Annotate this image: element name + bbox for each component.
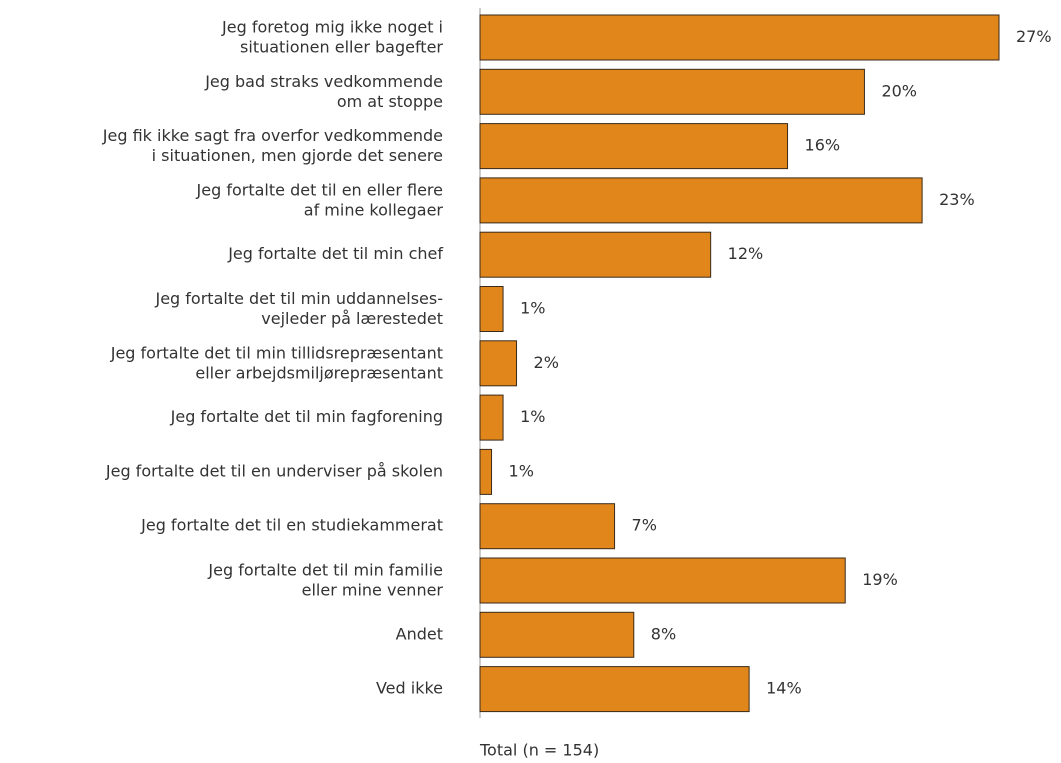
category-label: Jeg fik ikke sagt fra overfor vedkommend… [102, 126, 443, 165]
category-label: Jeg fortalte det til min uddannelses-vej… [154, 289, 443, 328]
value-label: 7% [632, 516, 657, 535]
category-label: Jeg fortalte det til en eller flere af mi… [196, 180, 444, 219]
bar [479, 394, 504, 441]
bar [479, 231, 712, 278]
value-label: 2% [534, 353, 559, 372]
bar [479, 557, 846, 604]
category-label: Jeg fortalte det til min tillidsrepræsen… [110, 343, 443, 382]
category-label: Jeg fortalte det til min familie eller mi… [207, 560, 443, 599]
value-label: 8% [651, 624, 676, 643]
value-label: 1% [520, 407, 545, 426]
value-label: 1% [520, 299, 545, 318]
value-label: 14% [766, 679, 802, 698]
category-label: Jeg fortalte det til en underviser på sk… [105, 461, 443, 480]
bar [479, 503, 616, 550]
category-label: Jeg fortalte det til min fagforening [170, 407, 443, 426]
value-label: 12% [728, 244, 764, 263]
bar [479, 666, 750, 713]
bar [479, 177, 923, 224]
bar [479, 14, 1000, 61]
category-label: Jeg foretog mig ikke noget i situationen … [221, 17, 443, 56]
bar [479, 611, 635, 658]
bar [479, 286, 504, 332]
x-axis-label: Total (n = 154) [479, 741, 599, 760]
value-label: 1% [509, 461, 534, 480]
category-label: Andet [396, 624, 443, 643]
value-label: 20% [881, 81, 917, 100]
category-label: Jeg bad straks vedkommende om at stoppe [204, 71, 443, 110]
value-label: 19% [862, 570, 898, 589]
bar [479, 448, 493, 495]
value-label: 27% [1016, 27, 1052, 46]
value-label: 23% [939, 190, 975, 209]
bar [479, 123, 789, 170]
category-label: Jeg fortalte det til min chef [227, 244, 443, 263]
bar [479, 340, 518, 387]
bar [479, 68, 865, 115]
category-label: Ved ikke [376, 679, 443, 698]
category-label: Jeg fortalte det til en studiekammerat [140, 516, 443, 535]
value-label: 16% [805, 136, 841, 155]
